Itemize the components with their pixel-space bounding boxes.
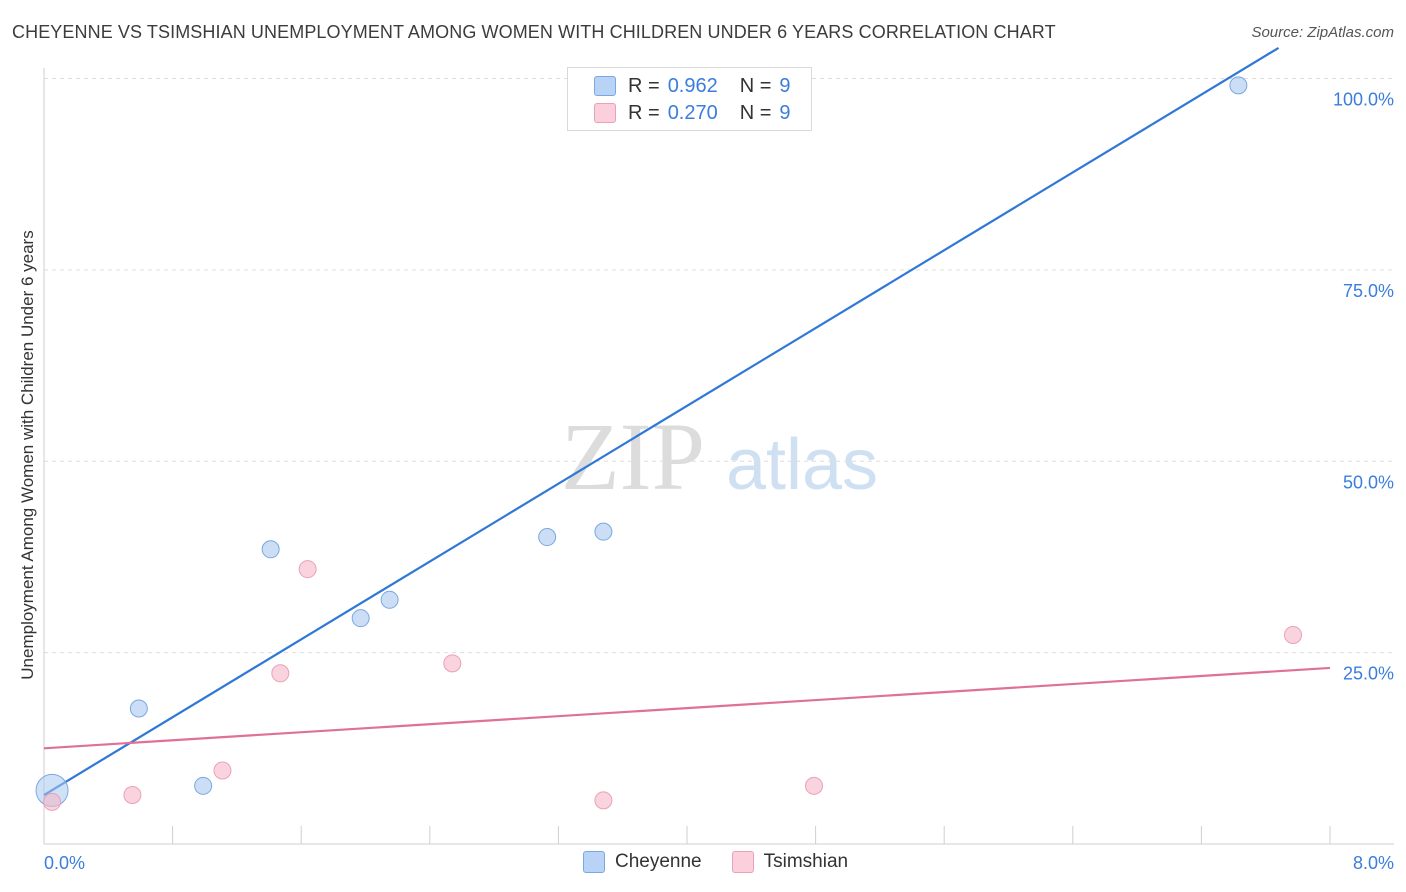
r-value: 0.270 — [667, 101, 718, 124]
n-label: N = — [739, 101, 772, 124]
legend-label: Tsimshian — [763, 851, 849, 872]
x-tick-label: 0.0% — [44, 853, 85, 873]
cheyenne-swatch — [594, 76, 616, 96]
tsimshian-point — [271, 664, 290, 683]
y-tick-label: 100.0% — [1333, 90, 1394, 110]
tsimshian-point — [213, 761, 232, 780]
legend-row-cheyenne: R = 0.962 N = 9 — [594, 73, 791, 99]
source-label: Source: ZipAtlas.com — [1251, 24, 1394, 41]
tsimshian-point — [443, 654, 462, 673]
tsimshian-trend-line — [43, 666, 1331, 750]
tsimshian-point — [1284, 626, 1303, 645]
y-axis-label: Unemployment Among Women with Children U… — [18, 230, 37, 680]
tsimshian-swatch — [731, 851, 754, 873]
n-label: N = — [739, 74, 772, 97]
x-tick-label: 8.0% — [1353, 853, 1394, 873]
legend-item-cheyenne: Cheyenne — [583, 851, 702, 873]
cheyenne-point — [380, 590, 399, 609]
cheyenne-trend-line — [43, 46, 1280, 796]
y-tick-label: 75.0% — [1343, 281, 1394, 301]
tsimshian-swatch — [594, 103, 616, 123]
r-label: R = — [628, 74, 660, 97]
chart-title: CHEYENNE VS TSIMSHIAN UNEMPLOYMENT AMONG… — [12, 22, 1056, 42]
tsimshian-point — [298, 560, 317, 579]
cheyenne-point — [194, 776, 213, 795]
y-tick-label: 50.0% — [1343, 472, 1394, 492]
tsimshian-point — [804, 776, 823, 795]
watermark-atlas: atlas — [726, 425, 878, 505]
cheyenne-point — [594, 522, 613, 541]
cheyenne-point — [538, 528, 557, 547]
tsimshian-point — [123, 786, 142, 805]
cheyenne-point — [261, 540, 280, 559]
legend-label: Cheyenne — [615, 851, 702, 872]
cheyenne-point — [351, 609, 370, 628]
cheyenne-point — [129, 699, 148, 718]
legend-row-tsimshian: R = 0.270 N = 9 — [594, 100, 791, 126]
watermark-zip: ZIP — [561, 403, 705, 510]
cheyenne-swatch — [583, 851, 605, 873]
tsimshian-point — [43, 792, 62, 811]
n-value: 9 — [779, 74, 791, 97]
legend-item-tsimshian: Tsimshian — [731, 851, 849, 873]
cheyenne-point — [1229, 76, 1248, 95]
tsimshian-point — [594, 791, 613, 810]
series-legend: Cheyenne Tsimshian — [583, 851, 878, 873]
correlation-legend: R = 0.962 N = 9 R = 0.270 N = 9 — [567, 67, 812, 131]
r-label: R = — [628, 101, 660, 124]
y-tick-label: 25.0% — [1343, 664, 1394, 684]
n-value: 9 — [779, 101, 791, 124]
r-value: 0.962 — [667, 74, 718, 97]
